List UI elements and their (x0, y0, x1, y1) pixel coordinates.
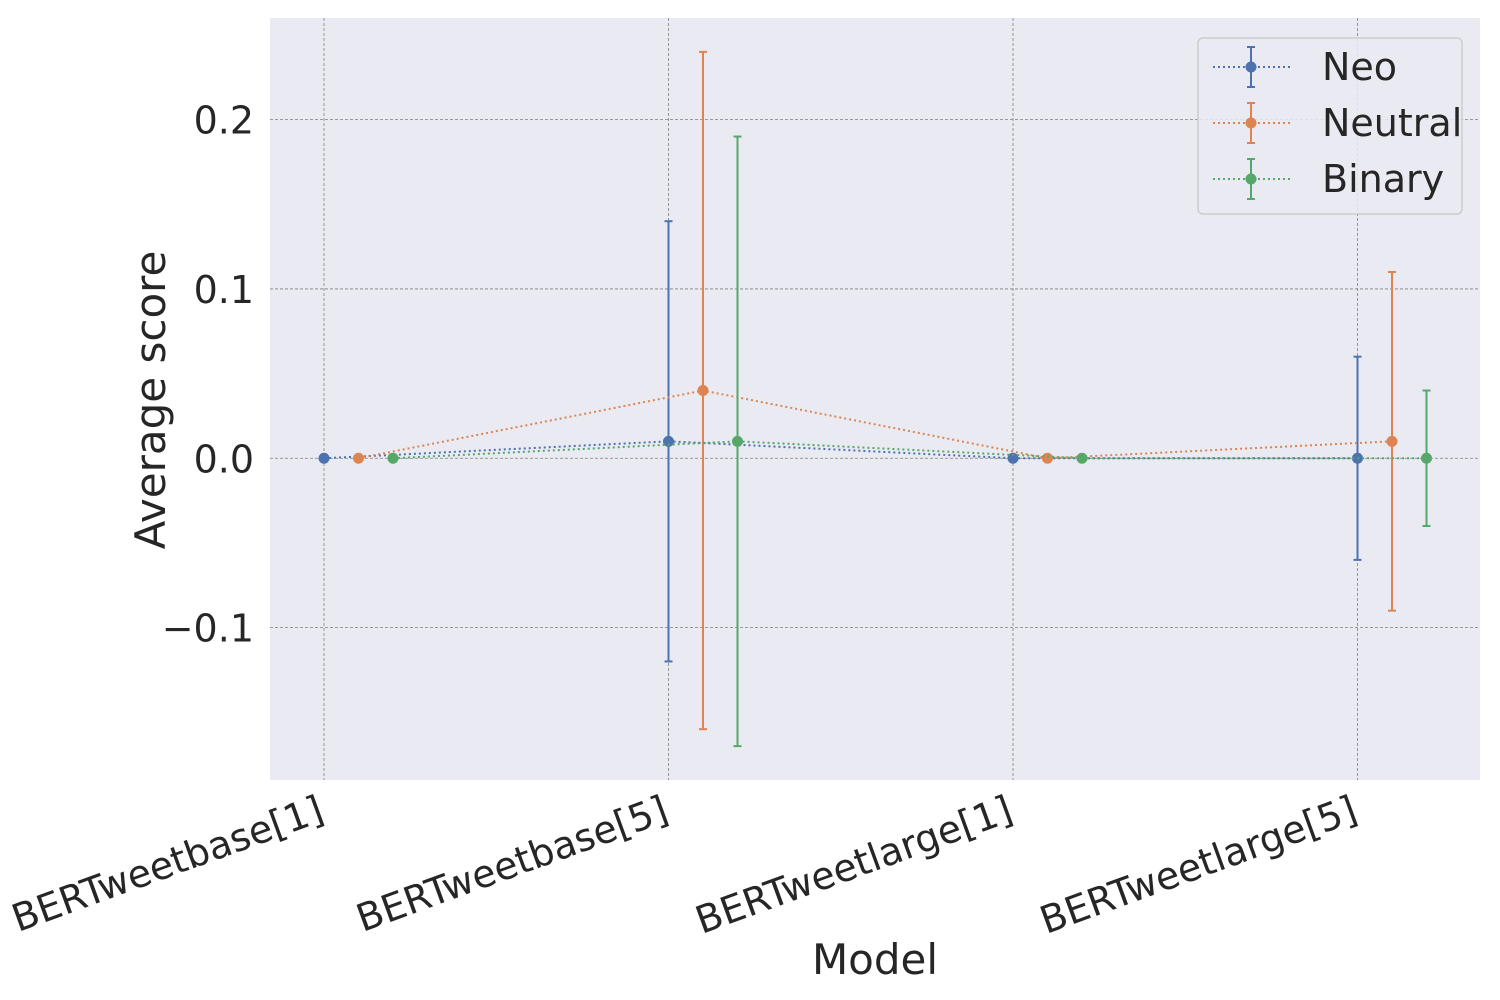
x-tick-label: BERTweetbase[5] (351, 787, 674, 940)
data-point (663, 435, 674, 447)
series-line (358, 389, 1393, 460)
legend-marker (1245, 173, 1257, 185)
series-neutral (353, 50, 1398, 731)
y-tick-labels: −0.1 0.0 0.1 0.2 (162, 99, 254, 651)
data-point (318, 452, 330, 464)
data-point (732, 435, 743, 447)
data-point (353, 452, 364, 464)
series-layer (318, 50, 1432, 748)
y-tick-label: 0.1 (194, 268, 254, 312)
data-point (1007, 452, 1019, 464)
legend-frame (1197, 37, 1463, 215)
data-point (387, 452, 399, 464)
legend-label: Neo (1322, 45, 1397, 89)
x-tick-label: BERTweetlarge[5] (1034, 787, 1362, 942)
y-tick-label: 0.2 (194, 99, 254, 143)
data-point (1386, 435, 1398, 447)
series-binary (387, 135, 1432, 748)
data-point (1076, 452, 1088, 464)
x-tick-label: BERTweetlarge[1] (690, 787, 1018, 942)
legend-label: Binary (1322, 157, 1444, 201)
legend-marker (1245, 117, 1257, 129)
data-point (697, 385, 709, 397)
legend: Neo Neutral Binary (1197, 37, 1463, 215)
legend-marker (1245, 61, 1257, 73)
y-tick-label: −0.1 (162, 607, 254, 651)
legend-label: Neutral (1322, 101, 1462, 145)
y-tick-label: 0.0 (194, 437, 254, 481)
data-point (1421, 452, 1432, 464)
x-axis-label: Model (812, 935, 938, 984)
x-tick-labels: BERTweetbase[1] BERTweetbase[5] BERTweetla… (6, 787, 1363, 942)
data-point (1042, 452, 1053, 464)
y-axis-label: Average score (126, 251, 175, 550)
x-tick-label: BERTweetbase[1] (6, 787, 329, 940)
